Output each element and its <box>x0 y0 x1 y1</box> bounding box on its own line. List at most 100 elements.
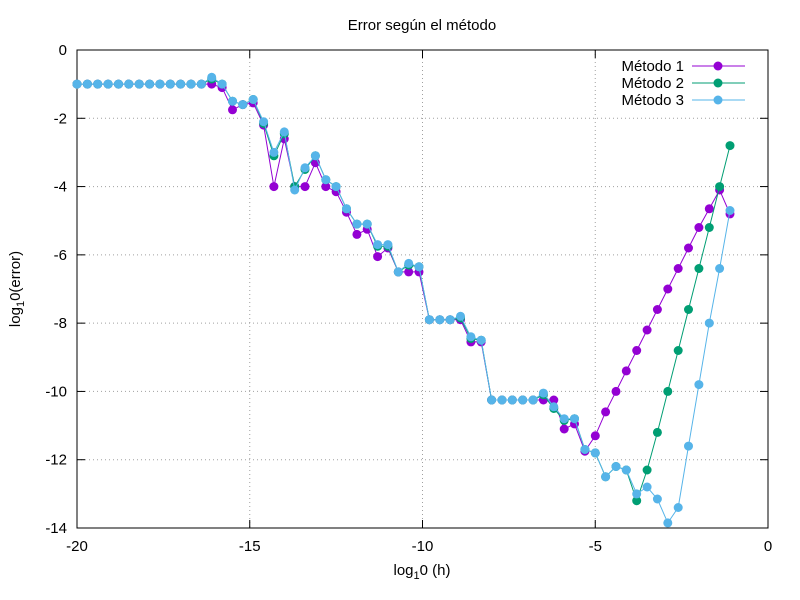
series-3 <box>72 72 735 528</box>
data-point <box>238 100 248 110</box>
y-axis-label: log10(error) <box>7 251 27 327</box>
data-point <box>352 219 362 229</box>
data-point <box>559 414 569 424</box>
data-point <box>694 380 704 390</box>
series-line <box>77 78 731 503</box>
data-point <box>93 79 103 89</box>
y-tick-label: -6 <box>54 247 67 264</box>
data-point <box>404 267 414 277</box>
data-point <box>476 335 486 345</box>
data-point <box>114 79 123 89</box>
data-point <box>290 185 300 195</box>
data-point <box>466 332 476 342</box>
data-point <box>538 388 548 398</box>
data-point <box>259 117 269 127</box>
data-point <box>590 448 600 458</box>
data-point <box>207 72 217 82</box>
data-point <box>487 395 497 405</box>
data-point <box>590 431 600 441</box>
data-point <box>383 240 393 250</box>
data-point <box>642 465 652 475</box>
data-point <box>145 79 155 89</box>
data-point <box>621 465 631 475</box>
data-point <box>300 163 310 173</box>
data-point <box>632 489 642 499</box>
data-point <box>528 395 538 405</box>
legend: Método 1 Método 2 Método 3 <box>621 58 745 109</box>
x-tick-label: -15 <box>239 538 261 555</box>
data-point <box>72 79 82 89</box>
data-point <box>134 79 144 89</box>
data-point <box>673 346 683 355</box>
legend-label-metodo-1: Método 1 <box>621 58 684 75</box>
data-point <box>269 182 279 192</box>
data-point <box>518 395 528 405</box>
data-point <box>228 105 237 115</box>
data-point <box>663 518 673 528</box>
data-point <box>310 151 320 161</box>
data-point <box>176 79 186 89</box>
data-point <box>155 79 165 89</box>
legend-label-metodo-2: Método 2 <box>621 75 684 92</box>
x-tick-label: -10 <box>412 538 434 555</box>
data-point <box>497 395 507 405</box>
data-point <box>342 204 351 214</box>
data-point <box>725 141 735 151</box>
data-point <box>373 240 383 250</box>
data-point <box>632 496 642 506</box>
chart-title: Error según el método <box>348 17 496 34</box>
x-tick-label: -20 <box>66 538 88 555</box>
series-line <box>77 76 731 524</box>
data-point <box>611 386 621 396</box>
x-tick-label: 0 <box>764 538 772 555</box>
y-tick-label: -4 <box>54 179 67 196</box>
data-point <box>549 395 559 405</box>
x-tick-label: -5 <box>589 538 602 555</box>
series-layer <box>72 72 735 528</box>
data-point <box>279 127 289 137</box>
data-point <box>228 96 237 106</box>
data-point <box>684 243 693 253</box>
data-point <box>103 79 113 89</box>
data-point <box>652 427 662 437</box>
data-point <box>684 441 693 451</box>
data-point <box>652 494 662 504</box>
data-point <box>704 204 714 214</box>
data-point <box>549 402 559 412</box>
data-point <box>663 386 673 396</box>
data-point <box>196 79 206 89</box>
data-point <box>248 95 258 104</box>
data-point <box>663 284 673 294</box>
data-point <box>652 305 662 314</box>
data-point <box>393 267 403 277</box>
data-point <box>715 182 725 192</box>
data-point <box>165 79 175 89</box>
data-point <box>580 445 590 454</box>
data-point <box>611 462 621 471</box>
y-tick-label: -14 <box>45 520 67 537</box>
data-point <box>124 79 134 89</box>
data-point <box>362 219 372 229</box>
y-tick-label: -2 <box>54 110 67 127</box>
data-point <box>570 414 579 424</box>
y-tick-label: -12 <box>45 452 67 469</box>
data-point <box>435 315 445 325</box>
data-point <box>414 262 424 272</box>
legend-marker-metodo-2 <box>713 78 723 88</box>
y-tick-label: -10 <box>45 383 67 400</box>
data-point <box>673 503 683 512</box>
data-point <box>424 315 434 325</box>
legend-marker-metodo-1 <box>713 61 723 71</box>
data-point <box>632 346 642 355</box>
data-point <box>507 395 517 405</box>
data-point <box>269 147 279 157</box>
data-point <box>352 229 362 239</box>
data-point <box>694 264 704 273</box>
data-point <box>456 311 465 321</box>
x-axis-label: log10 (h) <box>394 562 451 582</box>
data-point <box>642 482 652 492</box>
data-point <box>186 79 196 89</box>
series-2 <box>72 74 735 506</box>
data-point <box>321 175 331 185</box>
data-point <box>300 182 310 192</box>
